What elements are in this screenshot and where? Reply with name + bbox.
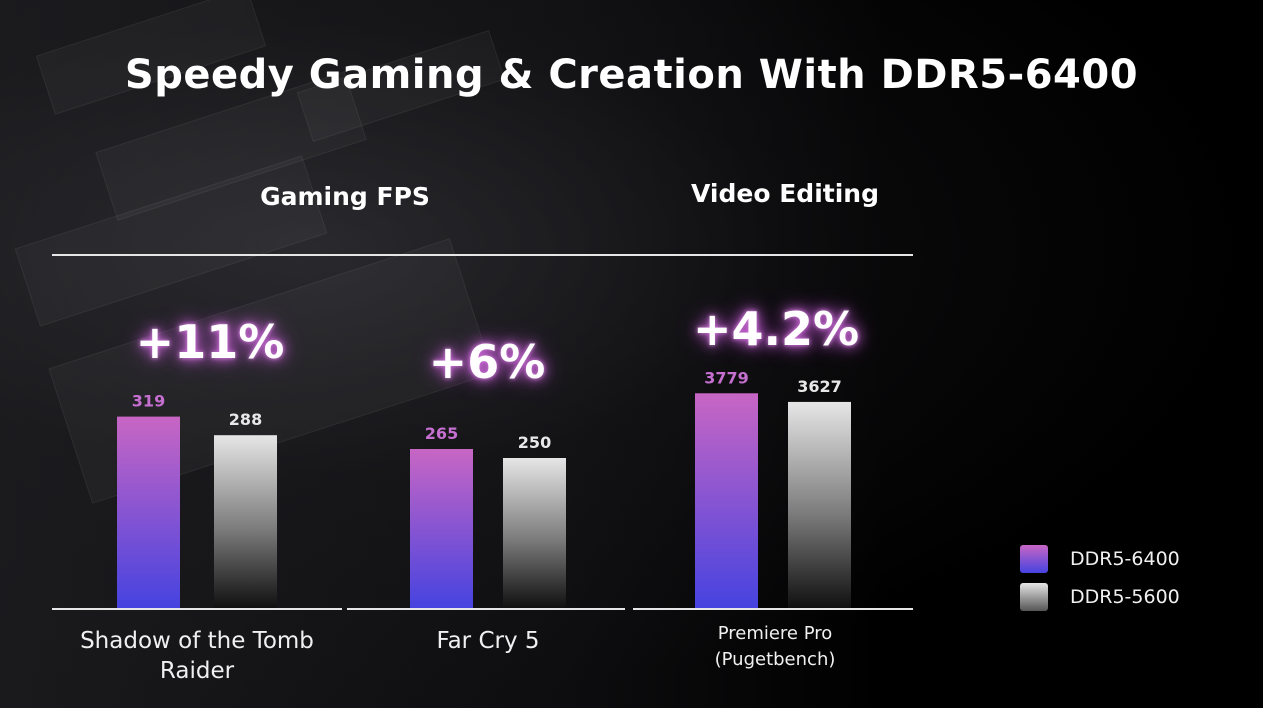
improvement-label: +4.2% — [692, 302, 860, 356]
category-label-line: (Pugetbench) — [714, 649, 836, 670]
bar-ddr5-6400 — [695, 393, 758, 608]
bar-value-label: 265 — [425, 424, 458, 443]
legend-swatch — [1020, 583, 1048, 611]
legend: DDR5-6400 DDR5-5600 — [1020, 540, 1180, 616]
bar-value-label: 250 — [518, 433, 551, 452]
bar-ddr5-5600 — [214, 435, 277, 608]
bar-value-label: 3779 — [704, 368, 749, 387]
bar-value-label: 319 — [132, 392, 165, 411]
category-label-line: Far Cry 5 — [436, 628, 540, 654]
category-label-line: Shadow of the Tomb — [80, 628, 314, 654]
category-label-line: Raider — [159, 658, 235, 684]
slide-title: Speedy Gaming & Creation With DDR5-6400 — [124, 52, 1139, 98]
baseline-farcry — [347, 608, 625, 610]
bar-ddr5-5600 — [503, 458, 566, 608]
improvement-label: +11% — [135, 315, 285, 369]
header-divider — [52, 254, 913, 256]
legend-label: DDR5-5600 — [1070, 586, 1180, 608]
category-label: Far Cry 5 — [390, 626, 586, 656]
improvement-label: +6% — [428, 335, 546, 389]
section-label-video: Video Editing — [691, 179, 879, 208]
category-label: Premiere Pro (Pugetbench) — [660, 621, 890, 673]
legend-item-ddr5-6400: DDR5-6400 — [1020, 540, 1180, 578]
bar-value-label: 3627 — [797, 377, 842, 396]
category-label: Shadow of the Tomb Raider — [52, 626, 342, 686]
baseline-shadow — [52, 608, 342, 610]
baseline-premiere — [633, 608, 913, 610]
bar-ddr5-5600 — [788, 401, 851, 608]
category-label-line: Premiere Pro — [717, 623, 833, 644]
section-label-gaming: Gaming FPS — [260, 182, 430, 211]
legend-swatch — [1020, 545, 1048, 573]
bar-ddr5-6400 — [117, 416, 180, 608]
bar-value-label: 288 — [229, 410, 262, 429]
legend-item-ddr5-5600: DDR5-5600 — [1020, 578, 1180, 616]
bar-ddr5-6400 — [410, 449, 473, 608]
legend-label: DDR5-6400 — [1070, 548, 1180, 570]
